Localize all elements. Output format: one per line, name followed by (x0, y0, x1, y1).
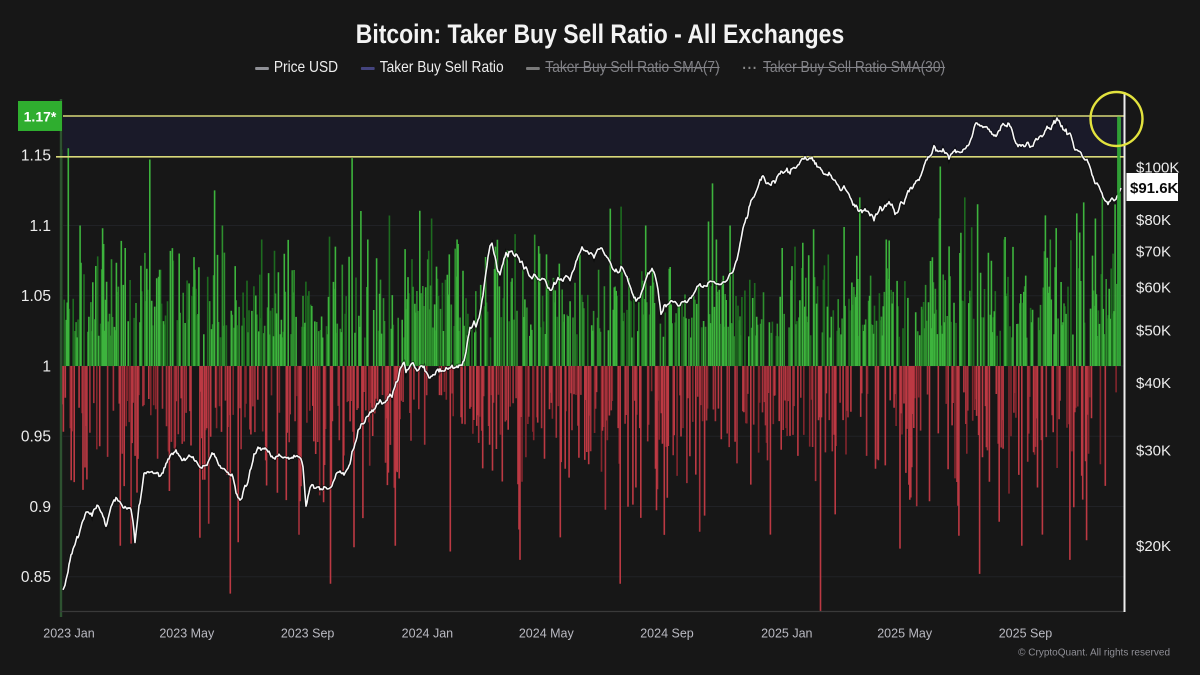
svg-text:$70K: $70K (1136, 243, 1171, 260)
svg-text:2023 Sep: 2023 Sep (281, 627, 335, 641)
svg-text:2024 Sep: 2024 Sep (640, 627, 694, 641)
svg-text:0.85: 0.85 (21, 569, 51, 586)
svg-text:2024 Jan: 2024 Jan (402, 627, 453, 641)
svg-text:1.17*: 1.17* (24, 109, 57, 125)
svg-text:1.1: 1.1 (29, 218, 51, 235)
svg-text:$100K: $100K (1136, 159, 1179, 176)
svg-text:$50K: $50K (1136, 323, 1171, 340)
svg-text:$20K: $20K (1136, 538, 1171, 555)
svg-text:$30K: $30K (1136, 443, 1171, 460)
svg-text:2023 Jan: 2023 Jan (43, 627, 94, 641)
svg-text:2024 May: 2024 May (519, 627, 575, 641)
svg-text:0.9: 0.9 (29, 499, 51, 516)
svg-text:2025 Jan: 2025 Jan (761, 627, 812, 641)
svg-text:2025 May: 2025 May (877, 627, 933, 641)
svg-text:1: 1 (42, 358, 51, 375)
svg-text:$80K: $80K (1136, 212, 1171, 229)
svg-text:$91.6K: $91.6K (1130, 180, 1179, 197)
svg-text:2023 May: 2023 May (159, 627, 215, 641)
svg-text:$60K: $60K (1136, 280, 1171, 297)
svg-text:© CryptoQuant. All rights rese: © CryptoQuant. All rights reserved (1018, 648, 1170, 659)
svg-text:1.05: 1.05 (21, 288, 51, 305)
svg-text:1.15: 1.15 (21, 148, 51, 165)
svg-text:$40K: $40K (1136, 375, 1171, 392)
svg-text:0.95: 0.95 (21, 429, 51, 446)
svg-text:2025 Sep: 2025 Sep (999, 627, 1053, 641)
